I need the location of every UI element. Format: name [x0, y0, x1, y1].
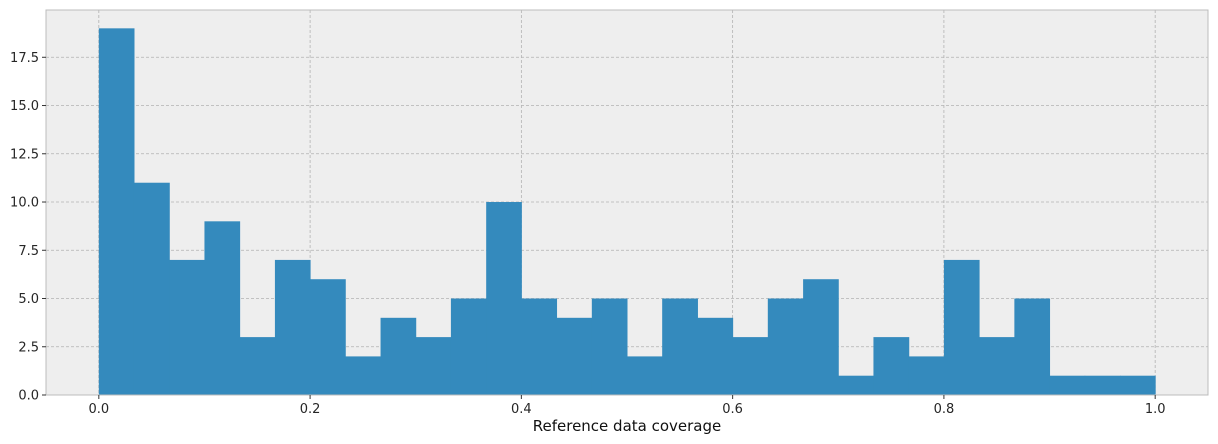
histogram-bar-16	[662, 298, 698, 395]
y-tick-label-0: 0.0	[18, 389, 39, 404]
x-tick-label-1: 0.2	[300, 402, 321, 417]
histogram-bar-27	[1049, 375, 1086, 395]
histogram-bar-28	[1084, 375, 1121, 395]
histogram-bar-5	[274, 259, 311, 395]
histogram-bar-25	[979, 337, 1015, 395]
histogram-bar-17	[697, 317, 734, 395]
y-tick-label-5: 12.5	[10, 147, 39, 162]
histogram-bar-21	[838, 375, 874, 395]
histogram-bar-18	[732, 337, 769, 395]
histogram-bar-7	[345, 356, 382, 395]
y-tick-label-4: 10.0	[10, 196, 39, 211]
histogram-bar-12	[521, 298, 558, 395]
y-axis-ticks: 0.0 2.5 5.0 7.5 10.0 12.5 15.0 17.5	[10, 51, 46, 404]
histogram-bar-23	[908, 356, 945, 395]
histogram-bar-24	[943, 259, 980, 395]
histogram-bar-20	[803, 279, 839, 395]
x-tick-label-5: 1.0	[1145, 402, 1166, 417]
histogram-bar-22	[873, 337, 910, 395]
histogram-bar-3	[204, 221, 241, 395]
histogram-bar-19	[767, 298, 804, 395]
histogram-bar-26	[1014, 298, 1051, 395]
x-tick-label-0: 0.0	[88, 402, 109, 417]
histogram-bar-2	[169, 259, 205, 395]
histogram-bar-4	[239, 337, 276, 395]
histogram-bar-6	[310, 279, 346, 395]
x-tick-label-4: 0.8	[934, 402, 955, 417]
histogram-bars	[98, 28, 1156, 395]
y-tick-label-6: 15.0	[10, 99, 39, 114]
histogram-bar-1	[133, 182, 170, 395]
y-tick-label-1: 2.5	[18, 340, 39, 355]
x-tick-label-3: 0.6	[722, 402, 743, 417]
histogram-bar-10	[450, 298, 487, 395]
y-tick-label-3: 7.5	[18, 244, 39, 259]
y-tick-label-2: 5.0	[18, 292, 39, 307]
histogram-bar-29	[1120, 375, 1156, 395]
x-axis-ticks: 0.0 0.2 0.4 0.6 0.8 1.0	[88, 395, 1166, 417]
histogram-bar-8	[380, 317, 417, 395]
histogram-bar-9	[415, 337, 452, 395]
histogram-bar-13	[556, 317, 593, 395]
histogram-bar-0	[98, 28, 135, 395]
histogram-bar-14	[591, 298, 628, 395]
x-tick-label-2: 0.4	[511, 402, 532, 417]
histogram-bar-15	[627, 356, 663, 395]
y-tick-label-7: 17.5	[10, 51, 39, 66]
x-axis-label: Reference data coverage	[533, 417, 722, 435]
histogram-bar-11	[486, 202, 522, 395]
